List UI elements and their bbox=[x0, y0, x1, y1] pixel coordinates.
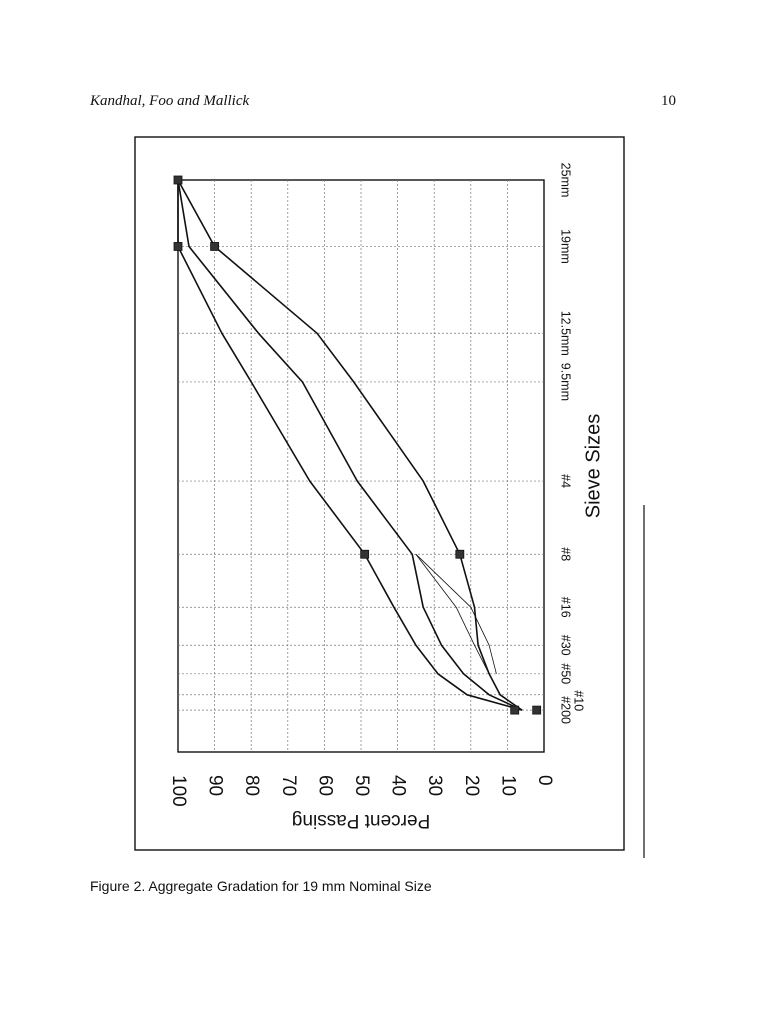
percent-tick-label: 0 bbox=[534, 775, 555, 786]
data-marker bbox=[510, 705, 520, 715]
percent-tick-label: 30 bbox=[424, 775, 445, 796]
sieve-tick-label: #4 bbox=[559, 474, 573, 488]
sieve-tick-label: 12.5mm bbox=[559, 311, 573, 356]
percent-tick-label: 60 bbox=[314, 775, 335, 796]
series-line-lower bbox=[177, 179, 523, 711]
percent-tick-label: 70 bbox=[278, 775, 299, 796]
data-marker bbox=[360, 549, 370, 559]
series-line-middle bbox=[177, 179, 523, 711]
series-line-restricted-zone-upper bbox=[415, 553, 490, 674]
figure-border bbox=[134, 136, 625, 851]
sieve-tick-label: #200 bbox=[559, 696, 573, 724]
running-header-authors: Kandhal, Foo and Mallick bbox=[90, 93, 250, 109]
data-marker bbox=[173, 242, 183, 251]
percent-tick-label: 50 bbox=[351, 775, 372, 796]
series-line-restricted-zone-lower bbox=[415, 553, 497, 674]
sieve-tick-label: 19mm bbox=[559, 229, 573, 264]
data-marker bbox=[173, 175, 183, 185]
sieve-tick-label: #16 bbox=[559, 597, 573, 618]
data-marker bbox=[455, 549, 465, 559]
y-axis-title: Percent Passing bbox=[292, 810, 430, 831]
sieve-tick-label: #50 bbox=[559, 663, 573, 684]
figure-caption: Figure 2. Aggregate Gradation for 19 mm … bbox=[90, 878, 432, 894]
percent-tick-label: 80 bbox=[241, 775, 262, 796]
sieve-tick-label: 25mm bbox=[559, 163, 573, 198]
percent-tick-label: 90 bbox=[205, 775, 226, 796]
sieve-tick-label-extra: #10 bbox=[572, 690, 586, 711]
percent-tick-label: 40 bbox=[388, 775, 409, 796]
percent-tick-label: 100 bbox=[168, 775, 189, 807]
percent-tick-label: 10 bbox=[497, 775, 518, 796]
sieve-tick-label: #8 bbox=[559, 547, 573, 561]
data-marker bbox=[532, 705, 542, 715]
data-marker bbox=[210, 242, 220, 251]
sieve-tick-label: 9.5mm bbox=[559, 363, 573, 401]
x-axis-title: Sieve Sizes bbox=[582, 414, 604, 519]
percent-tick-label: 20 bbox=[461, 775, 482, 796]
sieve-tick-label: #30 bbox=[559, 635, 573, 656]
page-number: 10 bbox=[661, 93, 676, 109]
